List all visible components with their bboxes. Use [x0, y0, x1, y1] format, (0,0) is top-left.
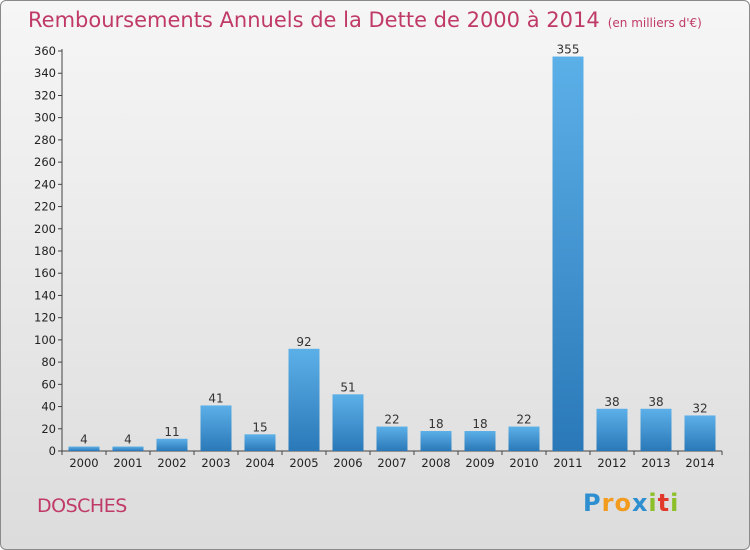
- bar-value-label: 11: [164, 425, 179, 439]
- bar: [288, 348, 320, 451]
- bar: [200, 405, 232, 451]
- labels: 4 2000 4 2001 11 2002 41 2003 15 2004 92 2005 51 2006…: [69, 43, 714, 470]
- y-tick-label: 340: [34, 66, 56, 80]
- bar-value-label: 32: [692, 401, 707, 415]
- title-row: Remboursements Annuels de la Dette de 20…: [28, 8, 702, 32]
- y-tick-label: 260: [34, 155, 56, 169]
- bar: [596, 408, 628, 451]
- y-tick-label: 160: [34, 266, 56, 280]
- y-tick-label: 240: [34, 177, 56, 191]
- bar-value-label: 22: [516, 413, 531, 427]
- bar: [112, 446, 144, 451]
- bar: [464, 431, 496, 451]
- bar: [68, 446, 100, 451]
- bar-value-label: 355: [557, 43, 580, 57]
- x-tick-label: 2004: [245, 456, 274, 470]
- bar: [332, 394, 364, 451]
- bar-value-label: 38: [604, 395, 619, 409]
- bar-value-label: 22: [384, 413, 399, 427]
- x-tick-label: 2008: [421, 456, 450, 470]
- bar: [684, 415, 716, 451]
- y-tick-label: 360: [34, 44, 56, 58]
- bar-value-label: 4: [80, 433, 88, 447]
- bar-value-label: 15: [252, 420, 267, 434]
- chart-unit: (en milliers d'€): [607, 16, 702, 30]
- x-tick-label: 2006: [333, 456, 362, 470]
- x-tick-label: 2007: [377, 456, 406, 470]
- x-tick-label: 2010: [509, 456, 538, 470]
- chart-title: Remboursements Annuels de la Dette de 20…: [28, 8, 600, 32]
- bar: [640, 408, 672, 451]
- axes: 0 20 40 60 80 100 120 140 160 180 200 220 240 260 280 3…: [34, 44, 723, 458]
- x-tick-label: 2014: [685, 456, 714, 470]
- x-tick-label: 2012: [597, 456, 626, 470]
- bar-value-label: 51: [340, 380, 355, 394]
- y-tick-label: 60: [41, 377, 56, 391]
- x-tick-label: 2011: [553, 456, 582, 470]
- y-tick-label: 180: [34, 244, 56, 258]
- y-tick-label: 40: [41, 400, 56, 414]
- bar-value-label: 38: [648, 395, 663, 409]
- bar-value-label: 41: [208, 391, 223, 405]
- bar-value-label: 92: [296, 335, 311, 349]
- y-tick-label: 280: [34, 133, 56, 147]
- bar: [156, 438, 188, 451]
- x-tick-label: 2009: [465, 456, 494, 470]
- x-tick-label: 2002: [157, 456, 186, 470]
- x-tick-label: 2001: [113, 456, 142, 470]
- y-tick-label: 0: [49, 444, 56, 458]
- y-tick-label: 20: [41, 422, 56, 436]
- y-tick-label: 80: [41, 355, 56, 369]
- y-tick-label: 220: [34, 200, 56, 214]
- bar-value-label: 4: [124, 433, 132, 447]
- bar: [244, 434, 276, 451]
- bar: [552, 56, 584, 452]
- bar: [420, 431, 452, 451]
- commune-name: DOSCHES: [37, 495, 127, 517]
- y-tick-label: 200: [34, 222, 56, 236]
- x-tick-label: 2003: [201, 456, 230, 470]
- y-tick-label: 140: [34, 288, 56, 302]
- y-tick-label: 100: [34, 333, 56, 347]
- proxiti-logo[interactable]: Proxiti: [583, 489, 680, 517]
- bars: [68, 56, 716, 452]
- bar-value-label: 18: [428, 417, 443, 431]
- x-tick-label: 2000: [69, 456, 98, 470]
- x-tick-label: 2013: [641, 456, 670, 470]
- bar-value-label: 18: [472, 417, 487, 431]
- y-tick-label: 300: [34, 111, 56, 125]
- y-tick-label: 120: [34, 311, 56, 325]
- bar: [508, 426, 540, 451]
- x-tick-label: 2005: [289, 456, 318, 470]
- y-tick-label: 320: [34, 88, 56, 102]
- bar: [376, 426, 408, 451]
